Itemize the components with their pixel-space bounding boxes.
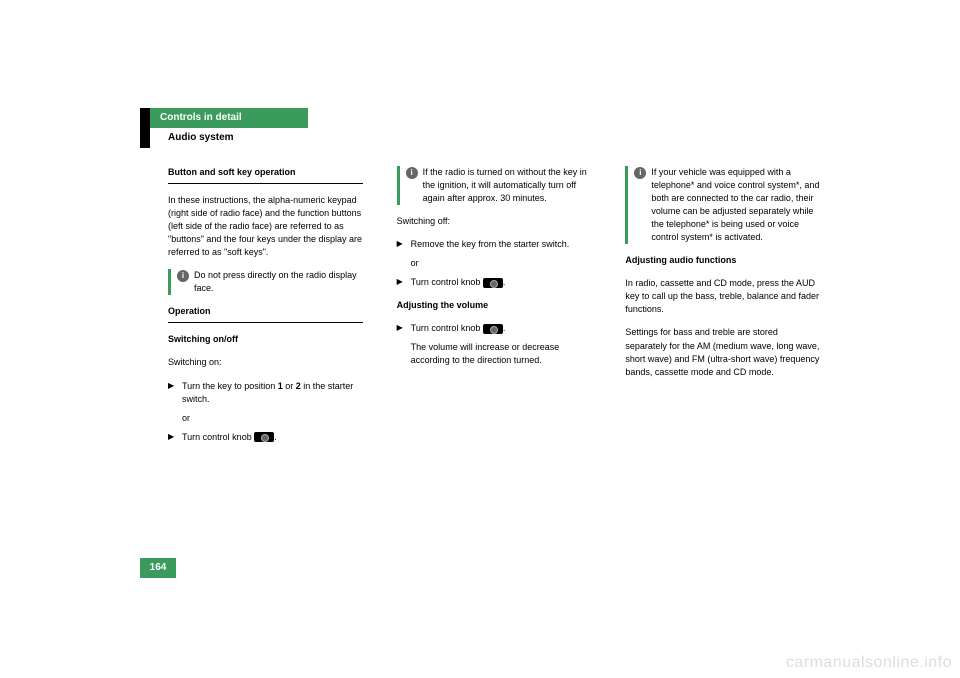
info-icon: i [177, 270, 189, 282]
watermark-text: carmanualsonline.info [786, 654, 952, 672]
note-text: If your vehicle was equipped with a tele… [651, 166, 820, 244]
para-aud-key: In radio, cassette and CD mode, press th… [625, 277, 820, 316]
info-note: i If your vehicle was equipped with a te… [625, 166, 820, 244]
info-note: i If the radio is turned on without the … [397, 166, 592, 205]
list-text: Turn control knob . [182, 431, 363, 444]
heading-button-softkey: Button and soft key operation [168, 166, 363, 184]
list-item: ▶ Turn control knob . [397, 276, 592, 289]
control-knob-icon [483, 278, 503, 288]
para-settings-stored: Settings for bass and treble are stored … [625, 326, 820, 378]
para-switching-off: Switching off: [397, 215, 592, 228]
control-knob-icon [483, 324, 503, 334]
triangle-bullet-icon: ▶ [397, 276, 411, 289]
or-text: or [182, 412, 363, 425]
section-black-marker [140, 128, 150, 148]
text-fragment: Turn the key to position [182, 381, 278, 391]
triangle-bullet-icon: ▶ [397, 322, 411, 367]
list-item: ▶ Remove the key from the starter switch… [397, 238, 592, 251]
heading-switching: Switching on/off [168, 333, 363, 346]
heading-adjusting-audio: Adjusting audio functions [625, 254, 820, 267]
list-item: ▶ Turn the key to position 1 or 2 in the… [168, 380, 363, 406]
text-fragment: Turn control knob [182, 432, 254, 442]
text-fragment: or [283, 381, 296, 391]
para-volume-direction: The volume will increase or decrease acc… [411, 341, 592, 367]
triangle-bullet-icon: ▶ [397, 238, 411, 251]
text-fragment: Turn control knob [411, 323, 483, 333]
section-header-row: Audio system [140, 128, 820, 148]
note-text: Do not press directly on the radio displ… [194, 269, 363, 295]
heading-operation: Operation [168, 305, 363, 323]
info-note: i Do not press directly on the radio dis… [168, 269, 363, 295]
chapter-title: Controls in detail [150, 108, 308, 128]
para-instructions: In these instructions, the alpha-numeric… [168, 194, 363, 259]
header-black-marker [140, 108, 150, 128]
list-text: Remove the key from the starter switch. [411, 238, 592, 251]
para-switching-on: Switching on: [168, 356, 363, 369]
list-item: ▶ Turn control knob . [168, 431, 363, 444]
triangle-bullet-icon: ▶ [168, 380, 182, 406]
info-icon: i [406, 167, 418, 179]
manual-page: Controls in detail Audio system Button a… [140, 108, 820, 450]
note-text: If the radio is turned on without the ke… [423, 166, 592, 205]
section-title: Audio system [150, 128, 234, 148]
text-fragment: Turn control knob [411, 277, 483, 287]
list-text: Turn control knob . [411, 276, 592, 289]
column-2: i If the radio is turned on without the … [397, 166, 592, 450]
column-1: Button and soft key operation In these i… [168, 166, 363, 450]
triangle-bullet-icon: ▶ [168, 431, 182, 444]
content-columns: Button and soft key operation In these i… [140, 166, 820, 450]
list-text: Turn control knob . The volume will incr… [411, 322, 592, 367]
page-number: 164 [140, 558, 176, 578]
or-text: or [411, 257, 592, 270]
chapter-header: Controls in detail [140, 108, 820, 128]
info-icon: i [634, 167, 646, 179]
list-item: ▶ Turn control knob . The volume will in… [397, 322, 592, 367]
control-knob-icon [254, 432, 274, 442]
heading-adjusting-volume: Adjusting the volume [397, 299, 592, 312]
column-3: i If your vehicle was equipped with a te… [625, 166, 820, 450]
list-text: Turn the key to position 1 or 2 in the s… [182, 380, 363, 406]
